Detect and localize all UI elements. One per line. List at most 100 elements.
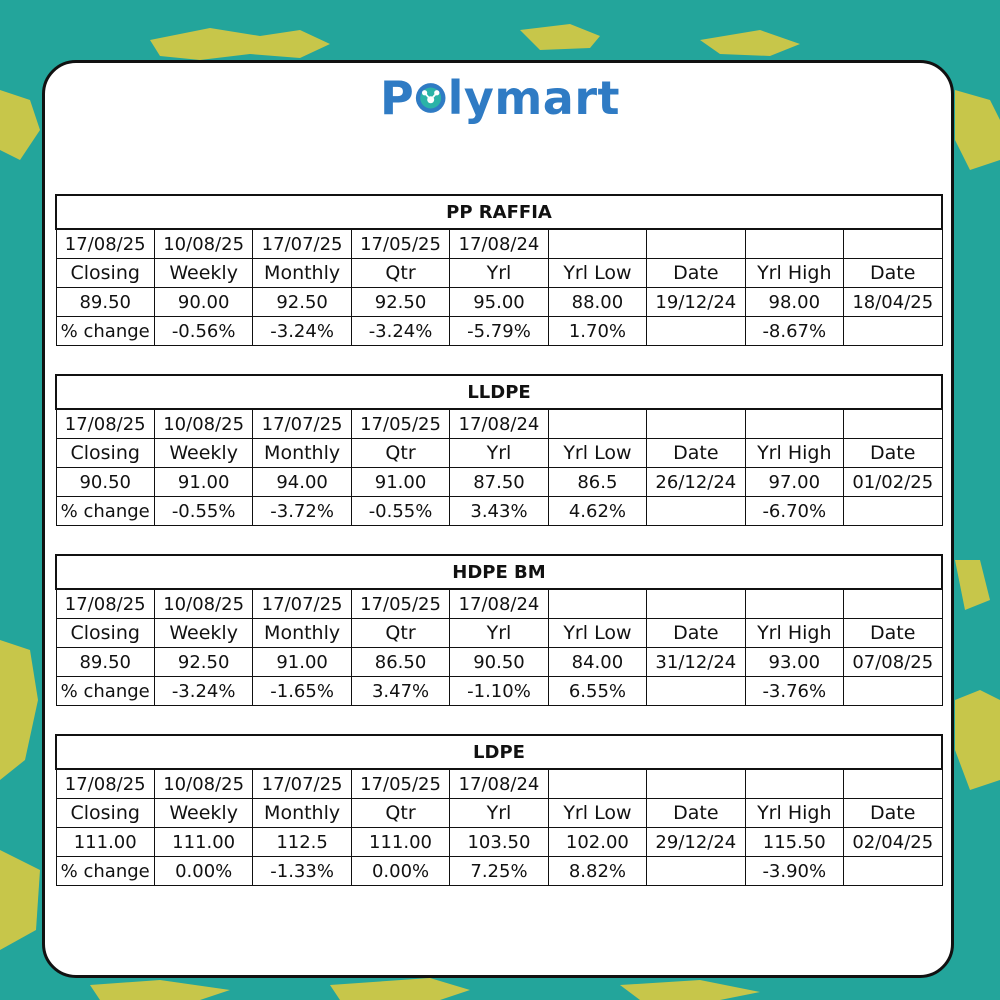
- change-cell: -5.79%: [449, 316, 549, 346]
- header-cell: Qtr: [350, 438, 451, 468]
- date-cell: 17/08/25: [55, 228, 155, 259]
- molecule-logo-icon: [416, 83, 446, 113]
- header-cell: Monthly: [252, 618, 352, 648]
- date-cell: 17/05/25: [350, 588, 451, 619]
- table-row: Closing Weekly Monthly Qtr Yrl Yrl Low Date Yrl…: [55, 258, 943, 288]
- header-cell: Yrl High: [744, 438, 845, 468]
- value-cell: 111.00: [55, 827, 155, 857]
- date-cell: [843, 588, 943, 619]
- header-cell: Yrl High: [744, 258, 845, 288]
- date-cell: 17/08/24: [449, 588, 549, 619]
- header-cell: Qtr: [350, 618, 451, 648]
- change-cell: -8.67%: [744, 316, 845, 346]
- header-cell: Yrl: [449, 798, 549, 828]
- change-cell: -0.55%: [153, 496, 254, 526]
- change-cell: 3.47%: [350, 676, 451, 706]
- header-cell: Weekly: [153, 438, 254, 468]
- table-row: 90.50 91.00 94.00 91.00 87.50 86.5 26/12/24 97.…: [55, 467, 943, 497]
- value-cell: 90.50: [55, 467, 155, 497]
- price-table: LDPE 17/08/25 10/08/25 17/07/25 17/05/25 17/0…: [55, 734, 943, 886]
- price-table: PP RAFFIA 17/08/25 10/08/25 17/07/25 17/05/2…: [55, 194, 943, 346]
- header-cell: Yrl Low: [547, 618, 648, 648]
- header-cell: Yrl Low: [547, 438, 648, 468]
- date-cell: 17/08/25: [55, 588, 155, 619]
- value-cell: 90.50: [449, 647, 549, 677]
- date-cell: 10/08/25: [153, 588, 254, 619]
- polymart-logo: P lymart: [380, 70, 620, 126]
- change-cell: -3.76%: [744, 676, 845, 706]
- table-title: PP RAFFIA: [55, 194, 943, 230]
- change-cell: [646, 856, 746, 886]
- value-cell: 19/12/24: [646, 287, 746, 317]
- change-cell: -3.72%: [252, 496, 352, 526]
- change-cell: -0.56%: [153, 316, 254, 346]
- change-cell: -6.70%: [744, 496, 845, 526]
- header-cell: Yrl Low: [547, 258, 648, 288]
- header-cell: Yrl: [449, 438, 549, 468]
- header-cell: Monthly: [252, 798, 352, 828]
- change-cell: [646, 496, 746, 526]
- header-cell: Monthly: [252, 258, 352, 288]
- table-title: LLDPE: [55, 374, 943, 410]
- price-table: HDPE BM 17/08/25 10/08/25 17/07/25 17/05/25 1…: [55, 554, 943, 706]
- value-cell: 91.00: [252, 647, 352, 677]
- value-cell: 97.00: [744, 467, 845, 497]
- change-cell: [646, 676, 746, 706]
- table-title: LDPE: [55, 734, 943, 770]
- change-cell: -1.33%: [252, 856, 352, 886]
- table-row: 17/08/25 10/08/25 17/07/25 17/05/25 17/08/24: [55, 408, 943, 439]
- change-cell: 3.43%: [449, 496, 549, 526]
- table-row: % change -3.24% -1.65% 3.47% -1.10% 6.55% -3.7…: [55, 676, 943, 706]
- date-cell: [646, 408, 746, 439]
- value-cell: 90.00: [153, 287, 254, 317]
- logo-text-start: P: [380, 71, 415, 125]
- header-cell: Yrl High: [744, 798, 845, 828]
- logo-text-end: lymart: [447, 71, 620, 125]
- change-cell: 7.25%: [449, 856, 549, 886]
- date-cell: 17/07/25: [252, 768, 352, 799]
- table-row: 17/08/25 10/08/25 17/07/25 17/05/25 17/08/24: [55, 228, 943, 259]
- header-cell: Closing: [55, 798, 155, 828]
- date-cell: 17/08/24: [449, 768, 549, 799]
- date-cell: [843, 408, 943, 439]
- date-cell: [547, 588, 648, 619]
- table-row: % change -0.55% -3.72% -0.55% 3.43% 4.62% -6.7…: [55, 496, 943, 526]
- date-cell: [744, 408, 845, 439]
- header-cell: Yrl: [449, 618, 549, 648]
- date-cell: 17/07/25: [252, 588, 352, 619]
- change-cell: % change: [55, 856, 155, 886]
- change-cell: 8.82%: [547, 856, 648, 886]
- change-cell: -0.55%: [350, 496, 451, 526]
- header-cell: Closing: [55, 258, 155, 288]
- date-cell: 17/05/25: [350, 408, 451, 439]
- change-cell: 6.55%: [547, 676, 648, 706]
- header-cell: Closing: [55, 618, 155, 648]
- table-row: 17/08/25 10/08/25 17/07/25 17/05/25 17/08/24: [55, 768, 943, 799]
- header-cell: Yrl High: [744, 618, 845, 648]
- value-cell: 111.00: [350, 827, 451, 857]
- date-cell: 10/08/25: [153, 228, 254, 259]
- value-cell: 26/12/24: [646, 467, 746, 497]
- header-cell: Date: [843, 798, 943, 828]
- change-cell: % change: [55, 316, 155, 346]
- header-cell: Date: [843, 438, 943, 468]
- header-cell: Monthly: [252, 438, 352, 468]
- value-cell: 02/04/25: [843, 827, 943, 857]
- date-cell: [547, 768, 648, 799]
- change-cell: 0.00%: [153, 856, 254, 886]
- value-cell: 98.00: [744, 287, 845, 317]
- header-cell: Closing: [55, 438, 155, 468]
- header-cell: Weekly: [153, 798, 254, 828]
- value-cell: 93.00: [744, 647, 845, 677]
- value-cell: 94.00: [252, 467, 352, 497]
- date-cell: 17/08/25: [55, 408, 155, 439]
- header-cell: Date: [646, 438, 746, 468]
- table-row: % change 0.00% -1.33% 0.00% 7.25% 8.82% -3.90%: [55, 856, 943, 886]
- date-cell: 17/08/24: [449, 408, 549, 439]
- date-cell: [646, 228, 746, 259]
- date-cell: [547, 408, 648, 439]
- value-cell: 91.00: [153, 467, 254, 497]
- date-cell: 17/08/25: [55, 768, 155, 799]
- change-cell: -3.24%: [252, 316, 352, 346]
